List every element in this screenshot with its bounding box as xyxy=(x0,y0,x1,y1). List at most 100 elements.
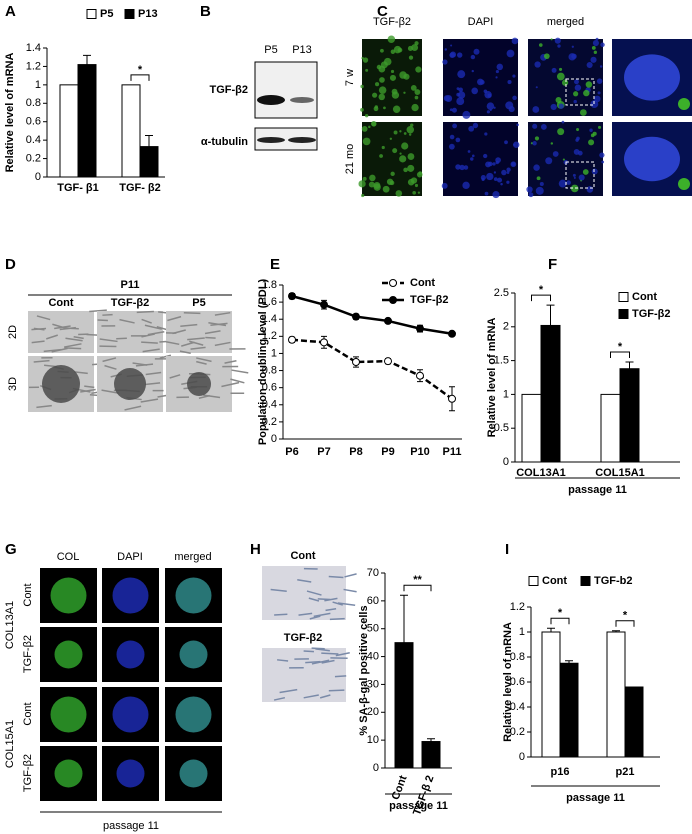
bar xyxy=(540,324,561,463)
speckle xyxy=(507,79,512,85)
speckle xyxy=(506,171,510,175)
micrograph xyxy=(360,35,422,118)
speckle xyxy=(392,105,401,113)
legend-swatch xyxy=(618,292,629,302)
speckle xyxy=(571,45,574,48)
cell-streak xyxy=(141,341,158,344)
error-bar xyxy=(546,304,555,326)
cell-streak xyxy=(54,325,71,330)
speckle xyxy=(456,97,465,106)
speckle xyxy=(573,99,577,104)
speckle xyxy=(508,106,515,113)
speckle xyxy=(379,77,385,83)
speckle xyxy=(555,97,562,103)
speckle xyxy=(557,128,565,136)
speckle xyxy=(574,84,582,91)
error-bar xyxy=(565,660,573,664)
speckle xyxy=(495,69,499,74)
band xyxy=(257,95,285,105)
cell-streak xyxy=(43,348,62,353)
speckle xyxy=(361,56,364,60)
image-background xyxy=(443,39,518,116)
y-tick-label: 1 xyxy=(271,347,277,359)
panel-letter: B xyxy=(200,3,211,20)
band-label: TGF-β2 xyxy=(210,84,249,96)
cell-streak xyxy=(210,322,228,326)
legend-label: Cont xyxy=(410,277,435,289)
speckle xyxy=(462,181,470,190)
cell-streak xyxy=(344,573,357,578)
speckle xyxy=(471,154,475,158)
cell-streak xyxy=(102,357,117,363)
cell-streak xyxy=(334,675,347,678)
nucleus xyxy=(624,136,680,182)
speckle xyxy=(389,74,397,81)
speckle xyxy=(378,93,386,101)
speckle xyxy=(455,137,461,143)
band xyxy=(257,137,285,143)
legend-label: P5 xyxy=(100,8,113,20)
blot xyxy=(254,61,318,119)
speckle xyxy=(390,171,395,176)
speckle xyxy=(486,172,494,181)
speckle xyxy=(407,153,415,160)
x-tick-label: P8 xyxy=(349,446,362,458)
cell-streak xyxy=(276,659,289,662)
cell-streak xyxy=(329,617,345,621)
speckle xyxy=(545,157,553,165)
cell-streak xyxy=(328,575,344,579)
cell-streak xyxy=(297,578,312,583)
cell-streak xyxy=(172,329,186,335)
legend-swatch xyxy=(86,9,97,19)
series-line xyxy=(291,294,453,336)
x-tick-label: TGF- β2 xyxy=(119,182,161,194)
speckle xyxy=(414,95,419,100)
micrograph xyxy=(165,311,246,355)
micrograph xyxy=(612,39,692,116)
cell-streak xyxy=(305,660,321,664)
speckle xyxy=(445,95,453,102)
x-tick-label: TGF- β1 xyxy=(57,182,99,194)
y-tick-label: 1.5 xyxy=(494,355,509,367)
spheroid xyxy=(116,640,145,669)
cell-streak xyxy=(328,689,345,692)
speckle xyxy=(403,91,406,94)
speckle xyxy=(588,139,595,146)
speckle xyxy=(414,89,421,95)
speckle xyxy=(561,120,565,124)
x-axis-title: passage 11 xyxy=(566,792,625,804)
micrograph xyxy=(612,122,692,196)
image-background xyxy=(443,122,518,196)
speckle xyxy=(379,154,383,158)
speckle xyxy=(597,125,602,129)
row-label: 7 w xyxy=(344,69,356,86)
cell-streak xyxy=(204,330,221,335)
cell-streak xyxy=(99,338,118,343)
speckle xyxy=(457,91,466,99)
legend-swatch xyxy=(528,576,539,586)
speckle xyxy=(538,43,543,47)
speckle xyxy=(571,53,577,60)
column-label: TGF-β2 xyxy=(111,297,150,309)
y-tick-label: 2 xyxy=(503,321,509,333)
error-bar xyxy=(400,594,408,643)
speckle xyxy=(539,181,544,187)
speckle xyxy=(410,85,417,91)
speckle xyxy=(496,63,504,71)
significance-bracket xyxy=(531,294,551,302)
speckle xyxy=(361,126,368,132)
speckle xyxy=(590,133,595,138)
y-tick-label: 30 xyxy=(367,678,379,690)
speckle xyxy=(592,39,599,47)
speckle xyxy=(577,150,583,156)
x-tick-label: COL15A1 xyxy=(595,467,645,479)
bar xyxy=(77,64,97,178)
cell-streak xyxy=(332,601,343,606)
speckle xyxy=(558,67,563,71)
legend-swatch xyxy=(124,9,135,19)
x-axis-title: passage 11 xyxy=(568,484,627,496)
speckle xyxy=(418,171,423,176)
significance-label: * xyxy=(138,64,143,76)
speckle xyxy=(483,153,488,159)
